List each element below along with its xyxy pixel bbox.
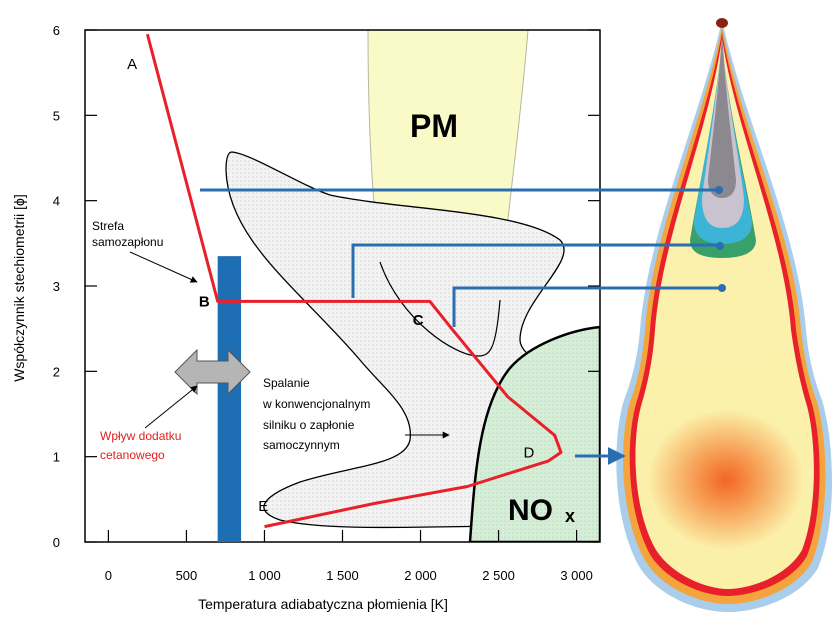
wplyw-label-1: Wpływ dodatku <box>100 429 181 443</box>
spalanie-label-3: silniku o zapłonie <box>263 418 355 432</box>
point-labels: A B C D E <box>127 56 534 515</box>
wplyw-label-2: cetanowego <box>100 448 165 462</box>
x-tick-label: 1 500 <box>326 568 359 583</box>
spalanie-label-4: samoczynnym <box>263 438 340 452</box>
nox-label-sub: x <box>565 506 575 526</box>
y-tick-label: 5 <box>53 108 60 123</box>
flame-hot-core <box>648 410 804 550</box>
point-label-a: A <box>127 56 137 73</box>
y-tick-label: 4 <box>53 194 60 209</box>
y-tick-label: 2 <box>53 364 60 379</box>
x-tick-label: 2 000 <box>404 568 437 583</box>
process-curve <box>145 33 563 529</box>
nox-region <box>468 325 600 542</box>
x-tick-label: 1 000 <box>248 568 281 583</box>
arrow-rich-zone-dot <box>716 242 724 250</box>
arrow-premix-zone-dot <box>718 284 726 292</box>
strefa-label-1: Strefa <box>92 219 124 233</box>
x-tick-label: 3 000 <box>560 568 593 583</box>
point-label-d: D <box>524 444 535 461</box>
nox-label-main: NO <box>508 494 553 527</box>
x-tick-label: 2 500 <box>482 568 515 583</box>
y-tick-label: 6 <box>53 23 60 38</box>
pm-label: PM <box>410 108 458 144</box>
y-axis: 0 1 2 3 4 5 6 <box>53 23 600 550</box>
x-tick-label: 0 <box>105 568 112 583</box>
strefa-pointer <box>129 251 198 283</box>
point-label-e: E <box>258 498 268 515</box>
arrow-soot-zone-dot <box>715 186 723 194</box>
x-axis: 0 500 1 000 1 500 2 000 2 500 3 000 <box>105 530 593 583</box>
spalanie-label-2: w konwencjonalnym <box>262 397 370 411</box>
x-axis-title: Temperatura adiabatyczna płomienia [K] <box>198 596 448 612</box>
arrow-premix-zone <box>452 286 722 327</box>
x-tick-label: 500 <box>176 568 198 583</box>
flame-dark-zone <box>708 30 736 198</box>
strefa-label-2: samozapłonu <box>92 235 163 249</box>
y-tick-label: 3 <box>53 279 60 294</box>
arrow-rich-zone <box>351 243 720 298</box>
wplyw-pointer <box>144 385 198 429</box>
y-tick-label: 0 <box>53 535 60 550</box>
point-label-b: B <box>199 293 210 310</box>
point-label-c: C <box>413 312 424 329</box>
y-tick-label: 1 <box>53 450 60 465</box>
spalanie-label-1: Spalanie <box>263 376 310 390</box>
y-axis-title: Współczynnik stechiometrii [ϕ] <box>11 194 27 382</box>
injector-tip <box>716 18 728 28</box>
flame-illustration <box>616 18 832 612</box>
nox-label: NO x <box>508 494 575 527</box>
cetane-band <box>217 256 242 542</box>
flame-zone-arrows <box>200 186 726 465</box>
